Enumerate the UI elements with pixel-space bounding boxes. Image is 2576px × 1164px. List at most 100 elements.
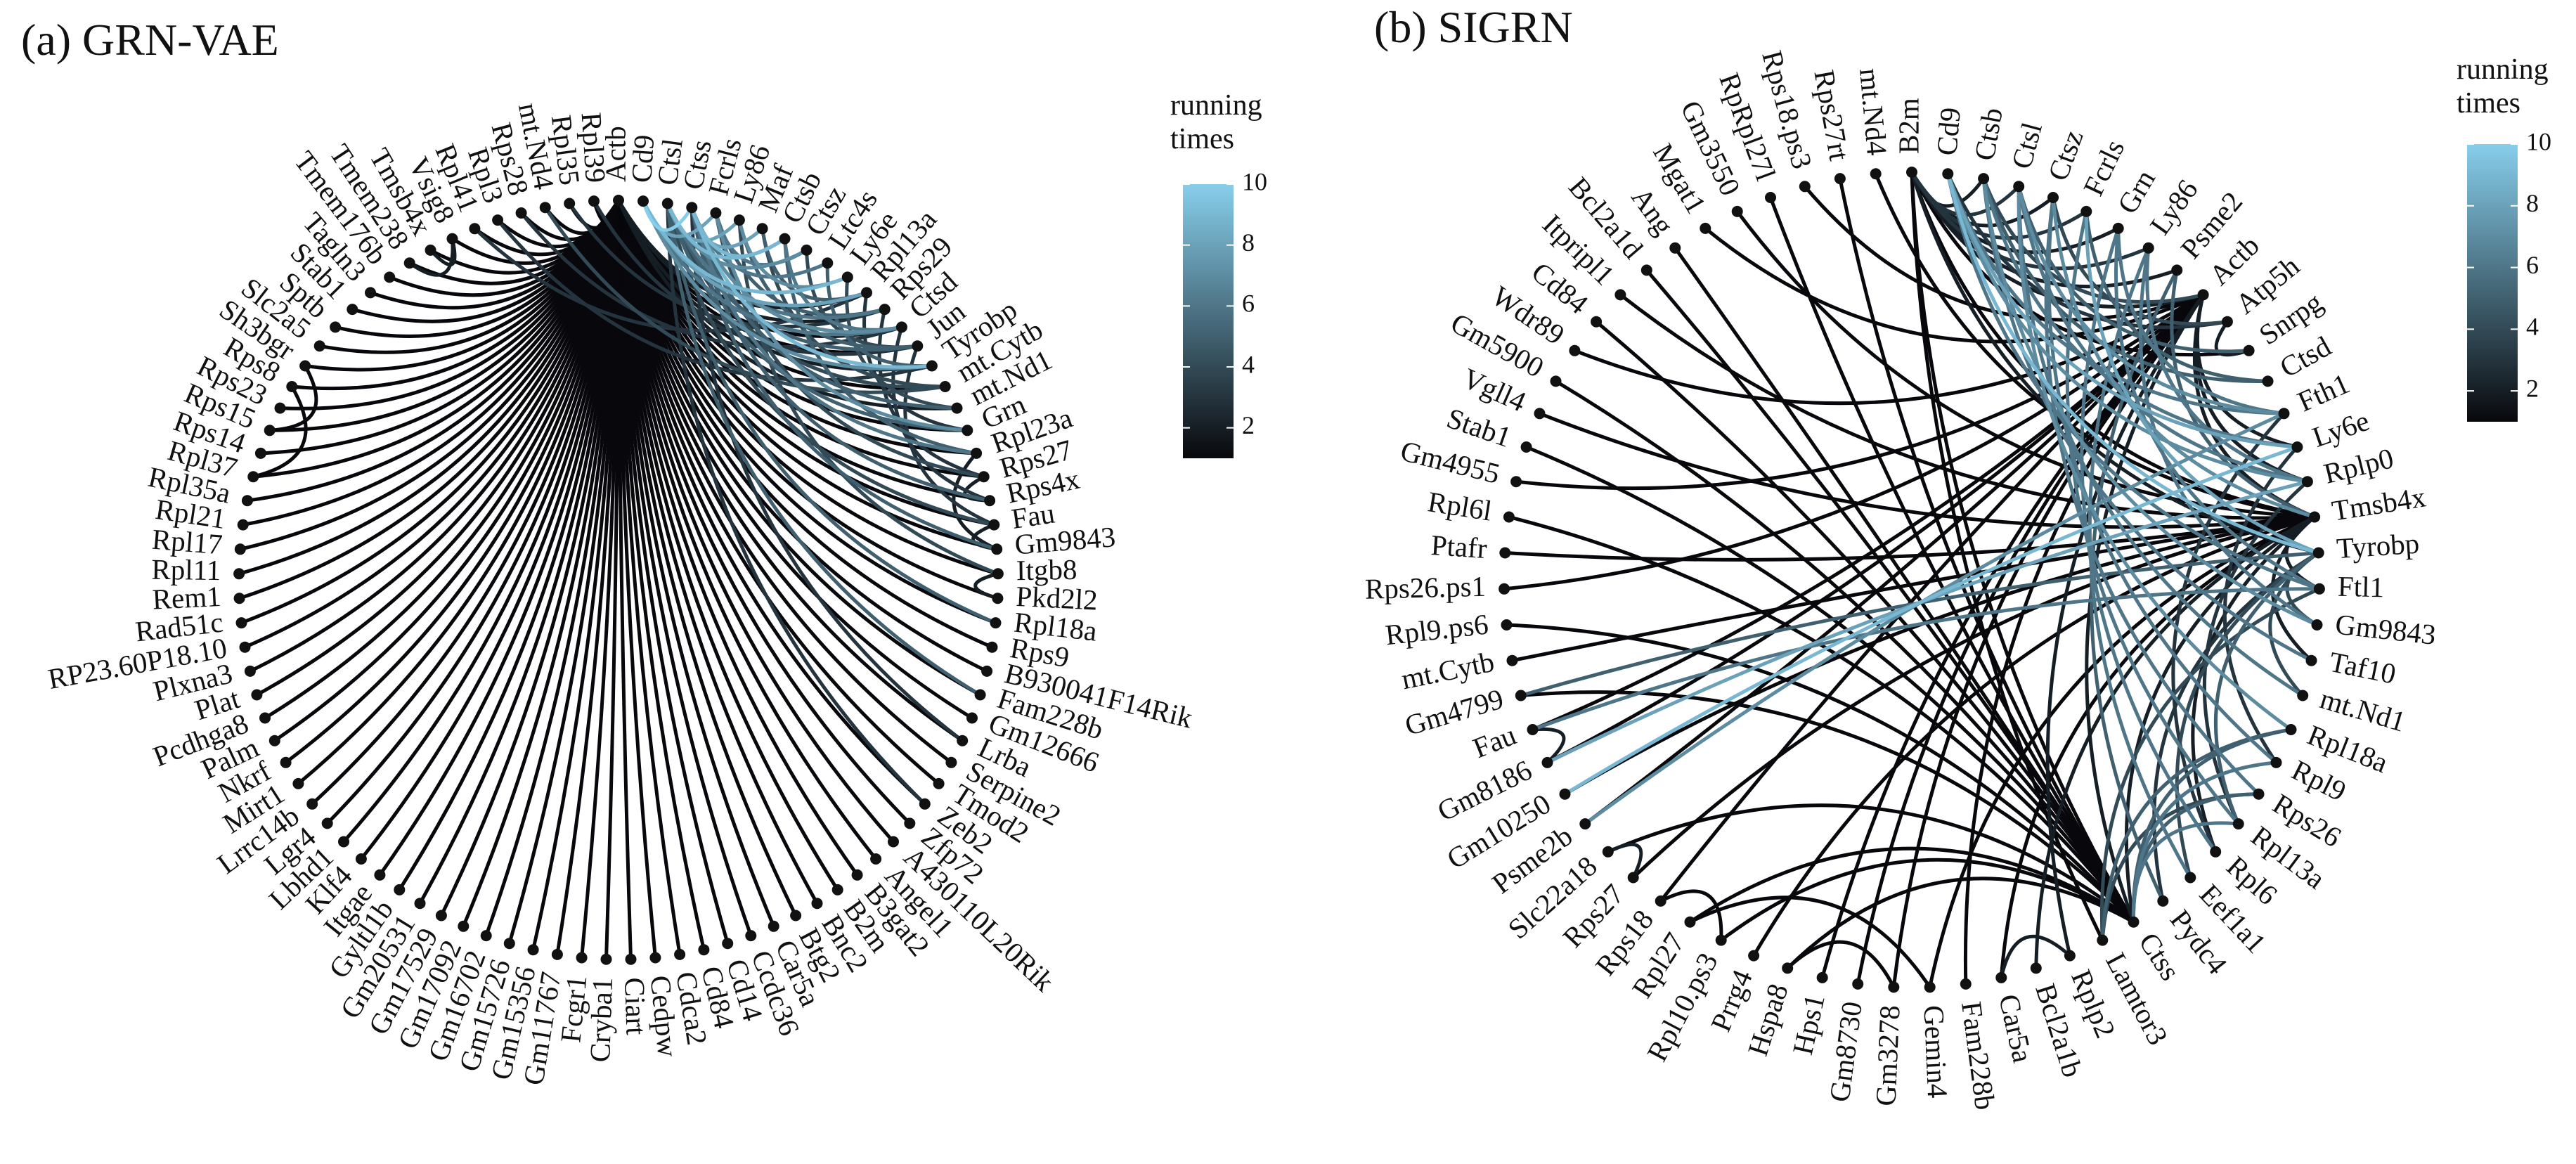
gene-node [1506,654,1518,666]
gene-node [613,195,624,206]
gene-node [951,402,963,414]
gene-node [2285,724,2297,735]
gene-node [1515,690,1527,701]
gene-node [403,257,415,269]
gene-label: Tmsb4x [2329,480,2428,526]
chord-edge [296,198,621,786]
gene-node [888,836,899,848]
gene-node [926,360,938,372]
gene-node [962,425,973,436]
chord-edge [616,198,997,625]
gene-node [321,817,333,829]
gene-node [2128,916,2140,928]
chord-edge [1538,411,2317,529]
panel-title: (b) SIGRN [1374,2,1573,52]
chord-edge [2017,184,2293,732]
chord-edge [310,198,621,806]
gene-label: Car5a [1993,991,2039,1066]
gene-node [330,321,342,333]
gene-node [254,447,266,459]
chord-edge [240,198,621,625]
gene-label: Rpl39 [576,111,612,183]
gene-node [1834,173,1846,185]
gene-label: Ctsl [651,137,689,187]
gene-node [1816,971,1828,983]
gene-node [661,198,673,209]
gene-node [576,952,588,964]
gene-node [2309,511,2321,523]
gene-node [299,360,311,372]
gene-node [1501,619,1513,630]
chord-edge [666,202,927,806]
chord-edge [616,198,959,410]
chord-edge [616,198,1000,576]
chord-edge [1618,292,2317,520]
chord-edge [641,199,904,337]
gene-label: Itgb8 [1016,553,1077,586]
gene-node [2047,192,2059,203]
legend-tick-label: 6 [1242,290,1255,318]
gene-node [1888,981,1900,993]
gene-node [992,568,1004,580]
gene-node [313,340,325,352]
legend-tick-label: 2 [2526,374,2539,402]
gene-node [1591,316,1603,328]
gene-label: Tyrobp [2336,526,2421,564]
gene-node [990,617,1002,629]
gene-node [1924,981,1936,993]
chord-edge [2124,515,2317,924]
gene-node [1614,289,1626,301]
gene-node [480,930,492,942]
gene-node [768,920,779,932]
gene-node [1765,192,1776,203]
gene-node [503,938,515,950]
gene-node [1906,167,1917,178]
gene-node [458,920,470,932]
gene-node [551,948,563,960]
chord-edge [1768,195,2135,924]
gene-node [2197,289,2209,301]
chord-edge [1505,623,2135,924]
chord-edge [408,237,455,277]
chord-edge [952,451,999,551]
node-group: ActbCd9CtslCtssFcrlsLy86MafCtsbCtszLtc4s… [46,101,1196,1087]
gene-node [945,756,957,768]
chord-edge [2202,479,2310,826]
gene-node [851,869,863,881]
chord-edge [1946,172,2321,555]
chord-edge [1820,292,2206,980]
gene-node [637,195,649,207]
gene-label: Cedpw [645,974,685,1059]
gene-node [1870,168,1882,180]
gene-node [841,271,853,283]
gene-label: Gm8730 [1823,1000,1868,1104]
chord-edge [1563,445,2299,796]
gene-node [515,207,527,219]
gene-node [974,689,986,701]
gene-node [274,402,286,414]
gene-node [2262,375,2274,387]
chord-edge [1981,176,2319,627]
gene-node [588,195,600,207]
chord-edge [2045,292,2206,958]
chord-edge [1673,246,2135,924]
gene-label: Rem1 [152,580,222,616]
gene-node [2270,756,2282,768]
chord-edge [1519,690,2135,924]
gene-node [1499,583,1510,595]
gene-node [244,665,256,677]
panel-title: (a) GRN-VAE [21,15,279,65]
gene-label: Ciart [619,977,653,1036]
gene-node [2311,619,2323,630]
chord-edge [616,198,941,786]
gene-node [870,853,882,865]
gene-node [2064,950,2076,962]
gene-node [831,884,843,895]
chord-edge [543,205,947,394]
gene-node [425,244,436,256]
gene-node [1550,375,1562,387]
gene-label: Gm9843 [2334,607,2438,650]
chord-edge [2131,821,2241,924]
gene-node [1569,344,1581,356]
gene-node [904,817,916,829]
